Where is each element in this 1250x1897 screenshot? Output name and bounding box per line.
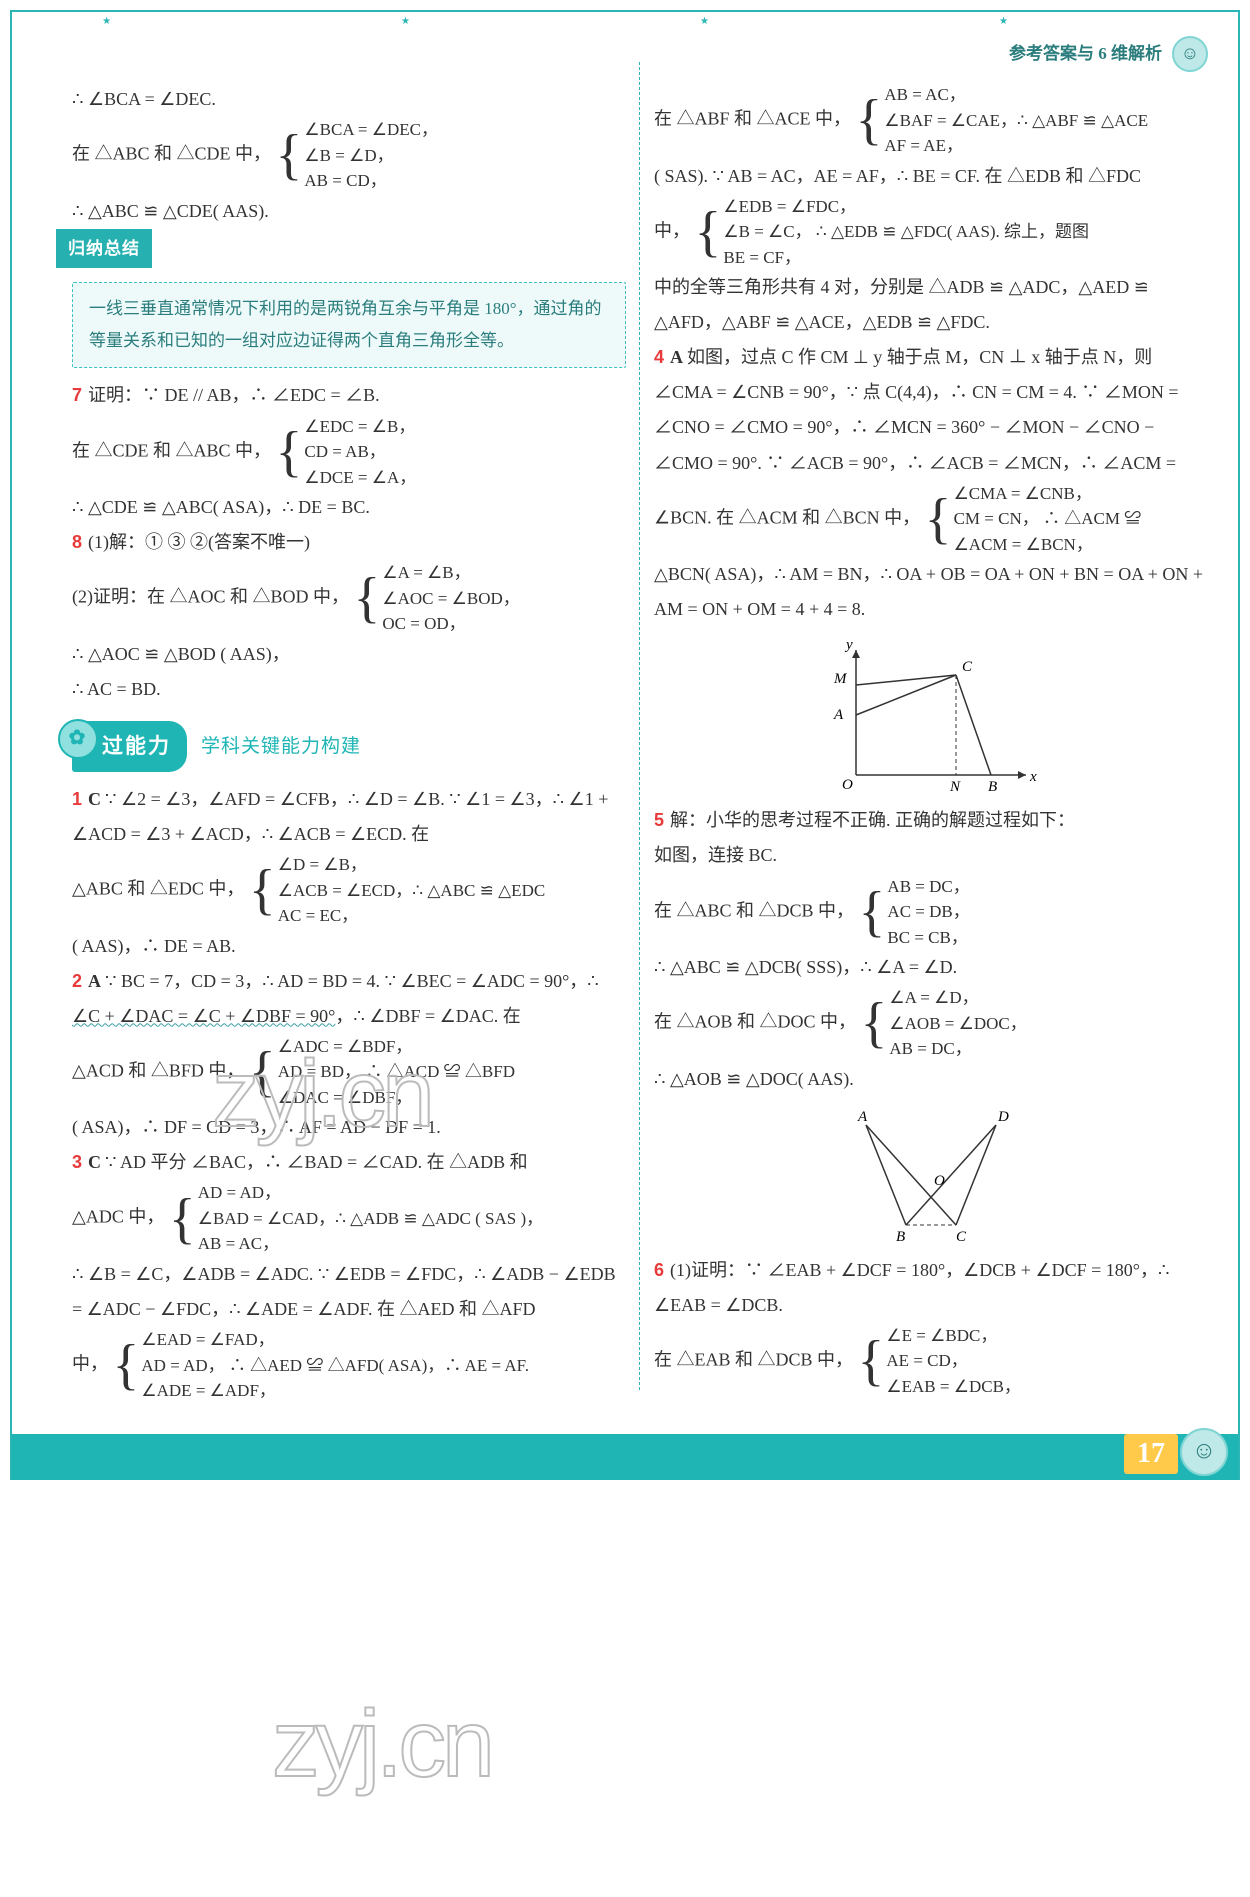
text-line: ∴ △ABC ≌ △CDE( AAS). bbox=[72, 194, 626, 229]
p1: 1C∵ ∠2 = ∠3，∠AFD = ∠CFB，∴ ∠D = ∠B. ∵ ∠1 … bbox=[72, 782, 626, 852]
svg-text:C: C bbox=[956, 1229, 967, 1245]
footer-mascot-icon: ☺ bbox=[1180, 1428, 1228, 1476]
svg-text:O: O bbox=[934, 1173, 945, 1189]
page-border: ★ ★ ★ ★ ★ 参考答案与 6 维解析 ☺ ∴ ∠BCA = ∠DEC. 在… bbox=[10, 10, 1240, 1480]
section-header: ✿ 过能力 学科关键能力构建 bbox=[72, 721, 626, 772]
header: 参考答案与 6 维解析 ☺ bbox=[12, 32, 1238, 76]
header-mascot-icon: ☺ bbox=[1172, 36, 1208, 72]
text-line: ∴ AC = BD. bbox=[72, 672, 626, 707]
text-line: △BCN( ASA)，∴ AM = BN，∴ OA + OB = OA + ON… bbox=[654, 557, 1208, 627]
svg-text:O: O bbox=[842, 777, 853, 793]
summary-title: 归纳总结 bbox=[56, 229, 152, 268]
brace-block: △ACD 和 △BFD 中， { ∠ADC = ∠BDF， AD = BD， ∴… bbox=[72, 1034, 626, 1111]
text-line: 中的全等三角形共有 4 对，分别是 △ADB ≌ △ADC，△AED ≌ △AF… bbox=[654, 270, 1208, 340]
p6: 6(1)证明：∵ ∠EAB + ∠DCF = 180°，∠DCB + ∠DCF … bbox=[654, 1253, 1208, 1323]
brace-block: 在 △ABC 和 △CDE 中， { ∠BCA = ∠DEC， ∠B = ∠D，… bbox=[72, 117, 626, 194]
q7-line1: 7证明：∵ DE // AB，∴ ∠EDC = ∠B. bbox=[72, 378, 626, 413]
figure-coord-graph: M A C O N B x y bbox=[654, 635, 1208, 795]
p2: 2A∵ BC = 7，CD = 3，∴ AD = BD = 4. ∵ ∠BEC … bbox=[72, 964, 626, 1034]
p5: 5解：小华的思考过程不正确. 正确的解题过程如下： bbox=[654, 803, 1208, 838]
brace-block: 在 △ABF 和 △ACE 中， { AB = AC， ∠BAF = ∠CAE，… bbox=[654, 82, 1208, 159]
watermark: zyj.cn bbox=[272, 1652, 491, 1837]
svg-text:N: N bbox=[949, 779, 961, 795]
q8-line1: 8(1)解：① ③ ②(答案不唯一) bbox=[72, 525, 626, 560]
section-subtitle: 学科关键能力构建 bbox=[201, 728, 361, 765]
brace-block: ∠BCN. 在 △ACM 和 △BCN 中， { ∠CMA = ∠CNB， CM… bbox=[654, 481, 1208, 558]
text-line: ∴ △ABC ≌ △DCB( SSS)，∴ ∠A = ∠D. bbox=[654, 950, 1208, 985]
p3: 3C∵ AD 平分 ∠BAC，∴ ∠BAD = ∠CAD. 在 △ADB 和 bbox=[72, 1145, 626, 1180]
page-number: 17 bbox=[1124, 1434, 1178, 1474]
text-line: ∴ △AOC ≌ △BOD ( AAS)， bbox=[72, 637, 626, 672]
brace-block: △ADC 中， { AD = AD， ∠BAD = ∠CAD，∴ △ADB ≌ … bbox=[72, 1180, 626, 1257]
content: ∴ ∠BCA = ∠DEC. 在 △ABC 和 △CDE 中， { ∠BCA =… bbox=[12, 76, 1238, 1424]
brace-block: 在 △ABC 和 △DCB 中， { AB = DC， AC = DB， BC … bbox=[654, 874, 1208, 951]
top-decor: ★ ★ ★ ★ ★ bbox=[12, 12, 1238, 32]
text-line: ( ASA)，∴ DF = CD = 3，∴ AF = AD − DF = 1. bbox=[72, 1110, 626, 1145]
footer: 17 ☺ bbox=[12, 1434, 1238, 1480]
svg-text:A: A bbox=[857, 1109, 868, 1125]
brace-block: 在 △EAB 和 △DCB 中， { ∠E = ∠BDC， AE = CD， ∠… bbox=[654, 1323, 1208, 1400]
svg-text:C: C bbox=[962, 659, 973, 675]
svg-text:y: y bbox=[844, 637, 853, 653]
svg-text:M: M bbox=[833, 671, 848, 687]
brace-block: (2)证明：在 △AOC 和 △BOD 中， { ∠A = ∠B， ∠AOC =… bbox=[72, 560, 626, 637]
text-line: ∴ △CDE ≌ △ABC( ASA)，∴ DE = BC. bbox=[72, 490, 626, 525]
brace-block: 在 △AOB 和 △DOC 中， { ∠A = ∠D， ∠AOB = ∠DOC，… bbox=[654, 985, 1208, 1062]
figure-bowtie: A D O B C bbox=[654, 1105, 1208, 1245]
section-star-icon: ✿ bbox=[58, 719, 98, 759]
section-badge: ✿ 过能力 bbox=[72, 721, 187, 772]
summary-body: 一线三垂直通常情况下利用的是两锐角互余与平角是 180°，通过角的等量关系和已知… bbox=[72, 282, 626, 369]
header-title: 参考答案与 6 维解析 bbox=[1009, 37, 1162, 70]
svg-text:B: B bbox=[896, 1229, 905, 1245]
brace-block: 在 △CDE 和 △ABC 中， { ∠EDC = ∠B， CD = AB， ∠… bbox=[72, 414, 626, 491]
brace-block: 中， { ∠EAD = ∠FAD， AD = AD， ∴ △AED ≌ △AFD… bbox=[72, 1327, 626, 1404]
svg-text:D: D bbox=[997, 1109, 1009, 1125]
text-line: ( AAS)，∴ DE = AB. bbox=[72, 929, 626, 964]
text-line: ∴ △AOB ≌ △DOC( AAS). bbox=[654, 1062, 1208, 1097]
text-line: ∴ ∠BCA = ∠DEC. bbox=[72, 82, 626, 117]
brace-block: 中， { ∠EDB = ∠FDC， ∠B = ∠C， ∴ △EDB ≌ △FDC… bbox=[654, 194, 1208, 271]
p4: 4A如图，过点 C 作 CM ⊥ y 轴于点 M，CN ⊥ x 轴于点 N，则 … bbox=[654, 340, 1208, 480]
brace-block: △ABC 和 △EDC 中， { ∠D = ∠B， ∠ACB = ∠ECD，∴ … bbox=[72, 852, 626, 929]
text: 在 △ABC 和 △CDE 中， bbox=[72, 143, 271, 163]
text-line: ∴ ∠B = ∠C，∠ADB = ∠ADC. ∵ ∠EDB = ∠FDC，∴ ∠… bbox=[72, 1257, 626, 1327]
svg-text:A: A bbox=[833, 707, 844, 723]
text-line: ( SAS). ∵ AB = AC，AE = AF，∴ BE = CF. 在 △… bbox=[654, 159, 1208, 194]
svg-text:B: B bbox=[988, 779, 997, 795]
summary-box: 归纳总结 一线三垂直通常情况下利用的是两锐角互余与平角是 180°，通过角的等量… bbox=[72, 229, 626, 369]
svg-text:x: x bbox=[1029, 769, 1037, 785]
text-line: 如图，连接 BC. bbox=[654, 838, 1208, 873]
